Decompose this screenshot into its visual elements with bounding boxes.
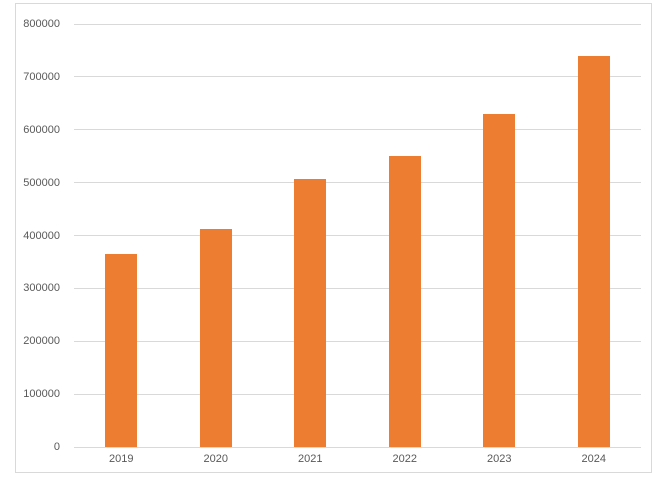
y-tick-label: 800000 bbox=[23, 18, 60, 30]
bar-2019 bbox=[105, 254, 138, 447]
bar-slot-2022 bbox=[358, 24, 453, 447]
bar-2020 bbox=[199, 229, 232, 447]
gridline bbox=[74, 129, 641, 131]
y-tick-label: 100000 bbox=[23, 388, 60, 401]
y-tick-label: 300000 bbox=[23, 282, 60, 295]
x-tick-label: 2024 bbox=[581, 453, 606, 465]
y-axis: 0 100000 200000 300000 400000 500000 600000 700… bbox=[16, 18, 67, 453]
bar-2021 bbox=[294, 179, 327, 447]
bar-2023 bbox=[483, 113, 516, 447]
gridline bbox=[74, 393, 641, 395]
bar-slot-2020 bbox=[169, 24, 264, 447]
x-axis: 2019 2020 2021 2022 2023 2024 bbox=[74, 453, 641, 471]
y-tick-label: 0 bbox=[53, 441, 60, 453]
bar-2024 bbox=[577, 55, 610, 447]
y-tick-label: 200000 bbox=[23, 335, 60, 348]
y-tick-label: 400000 bbox=[23, 229, 60, 242]
y-tick-label: 500000 bbox=[23, 176, 60, 189]
bar-slot-2024 bbox=[547, 24, 642, 447]
plot-area bbox=[74, 23, 641, 448]
bar-series bbox=[74, 24, 641, 447]
x-slot-2021: 2021 bbox=[263, 453, 358, 471]
x-slot-2022: 2022 bbox=[358, 453, 453, 471]
gridline bbox=[74, 76, 641, 78]
x-tick-label: 2019 bbox=[109, 453, 134, 465]
x-slot-2020: 2020 bbox=[169, 453, 264, 471]
x-axis-line bbox=[74, 446, 641, 448]
x-slot-2019: 2019 bbox=[74, 453, 169, 471]
gridline bbox=[74, 340, 641, 342]
gridline bbox=[74, 235, 641, 236]
gridline bbox=[74, 23, 641, 25]
x-slot-2023: 2023 bbox=[452, 453, 547, 471]
y-tick-label: 600000 bbox=[23, 123, 60, 136]
y-tick-label: 700000 bbox=[23, 70, 60, 83]
x-tick-label: 2022 bbox=[392, 453, 417, 465]
x-tick-label: 2021 bbox=[298, 453, 323, 465]
bar-slot-2019 bbox=[74, 24, 169, 447]
gridline bbox=[74, 287, 641, 289]
chart-frame: 0 100000 200000 300000 400000 500000 600000 700… bbox=[15, 3, 652, 473]
gridline bbox=[74, 182, 641, 184]
x-tick-label: 2020 bbox=[203, 453, 228, 465]
x-slot-2024: 2024 bbox=[547, 453, 642, 471]
x-tick-label: 2023 bbox=[487, 453, 512, 465]
bar-slot-2023 bbox=[452, 24, 547, 447]
bar-2022 bbox=[388, 155, 421, 447]
bar-slot-2021 bbox=[263, 24, 358, 447]
